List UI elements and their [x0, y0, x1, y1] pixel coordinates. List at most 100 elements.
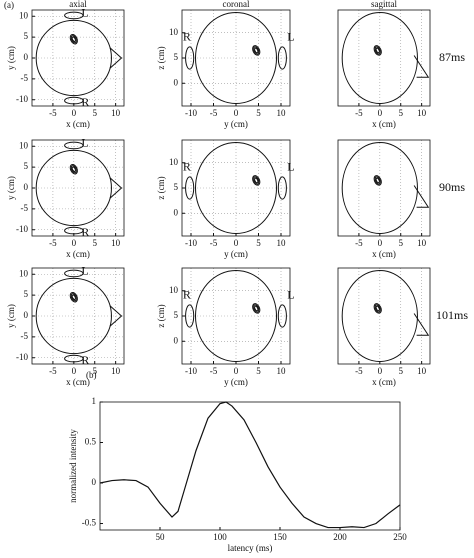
plot-frame	[99, 401, 401, 531]
y-tick-label: 10	[169, 285, 179, 295]
y-tick-label: 10	[19, 268, 29, 278]
dipole	[373, 175, 382, 186]
x-tick-label: 5	[256, 238, 261, 248]
nose	[109, 177, 123, 199]
plot-frame	[337, 267, 431, 365]
x-tick-label: -5	[355, 238, 363, 248]
head-outline	[341, 270, 418, 362]
row-label: 90ms	[439, 180, 465, 194]
x-tick-label: 50	[156, 532, 166, 542]
x-tick-label: -5	[355, 366, 363, 376]
dipole-contour	[374, 176, 381, 185]
x-tick-label: 10	[277, 108, 287, 118]
x-tick-label: -5	[210, 108, 218, 118]
dipole	[373, 303, 382, 314]
column-title: sagittal	[371, 0, 397, 9]
plot-frame	[181, 9, 291, 107]
x-tick-label: -10	[185, 108, 197, 118]
dipole-contour	[71, 36, 76, 42]
column-title: axial	[69, 0, 87, 9]
dipole	[252, 175, 261, 186]
ear	[185, 176, 195, 200]
y-tick-label: 5	[174, 310, 179, 320]
y-tick-label: 0	[174, 335, 179, 345]
x-axis-label: y (cm)	[224, 377, 248, 387]
dipole-contour	[69, 291, 78, 303]
ear	[64, 354, 84, 363]
dipole	[69, 33, 78, 45]
y-tick-label: -5	[21, 331, 29, 341]
x-axis-label: x (cm)	[372, 249, 396, 259]
x-tick-label: 5	[92, 108, 97, 118]
dipole-contour	[252, 45, 261, 56]
y-axis-label: z (cm)	[156, 46, 166, 69]
head-outline	[35, 277, 112, 355]
dipole-contour	[70, 165, 77, 174]
dipole	[373, 45, 382, 56]
ear-label: L	[287, 30, 294, 44]
y-tick-label: 5	[174, 52, 179, 62]
x-tick-label: 250	[393, 532, 407, 542]
y-tick-label: 10	[19, 10, 29, 20]
dipole-contour	[69, 33, 78, 45]
dipole-contour	[375, 177, 380, 184]
intensity-line	[99, 401, 401, 529]
x-tick-label: 5	[398, 366, 403, 376]
x-tick-label: -5	[210, 238, 218, 248]
x-tick-label: -5	[355, 108, 363, 118]
nose	[413, 185, 430, 208]
dipole-contour	[70, 35, 77, 44]
plot-frame	[31, 267, 125, 365]
ear-label: R	[183, 288, 191, 302]
ear	[64, 269, 84, 278]
x-tick-label: 5	[256, 366, 261, 376]
y-tick-label: 0	[174, 207, 179, 217]
plot-frame	[181, 139, 291, 237]
x-tick-label: 0	[72, 108, 77, 118]
row-label: 101ms	[436, 308, 468, 322]
y-tick-label: 0	[92, 477, 97, 487]
dipole-contour	[69, 163, 78, 175]
y-tick-label: -5	[21, 73, 29, 83]
y-tick-label: 0	[24, 52, 29, 62]
dipole-contour	[254, 47, 259, 54]
panel-label: (b)	[86, 370, 97, 380]
nose	[413, 55, 430, 78]
dipole-contour	[253, 176, 260, 185]
x-tick-label: 0	[234, 108, 239, 118]
dipole-contour	[373, 45, 382, 56]
x-tick-label: 150	[273, 532, 287, 542]
ear-label: R	[183, 30, 191, 44]
x-tick-label: 5	[398, 238, 403, 248]
y-tick-label: 0	[24, 310, 29, 320]
dipole-contour	[71, 166, 76, 172]
dipole-contour	[253, 304, 260, 313]
x-tick-label: -5	[210, 366, 218, 376]
dipole	[252, 45, 261, 56]
x-tick-label: -5	[49, 366, 57, 376]
x-tick-label: 0	[72, 238, 77, 248]
x-axis-label: latency (ms)	[228, 543, 273, 553]
x-axis-label: y (cm)	[224, 249, 248, 259]
x-tick-label: -10	[185, 238, 197, 248]
dipole-contour	[253, 46, 260, 55]
ear-label: L	[81, 136, 88, 150]
row-label: 87ms	[439, 50, 465, 64]
nose	[109, 47, 123, 69]
y-tick-label: 5	[24, 161, 29, 171]
y-tick-label: -10	[16, 224, 28, 234]
x-tick-label: 0	[72, 366, 77, 376]
y-tick-label: -0.5	[82, 518, 97, 528]
dipole-contour	[70, 293, 77, 302]
x-tick-label: -5	[49, 108, 57, 118]
y-tick-label: 0	[174, 77, 179, 87]
plot-frame	[31, 139, 125, 237]
x-tick-label: 10	[111, 366, 121, 376]
panel-label: (a)	[4, 0, 14, 10]
y-tick-label: 10	[19, 140, 29, 150]
dipole-contour	[375, 47, 380, 54]
x-tick-label: 0	[234, 238, 239, 248]
x-axis-label: x (cm)	[372, 119, 396, 129]
ear-label: L	[287, 288, 294, 302]
